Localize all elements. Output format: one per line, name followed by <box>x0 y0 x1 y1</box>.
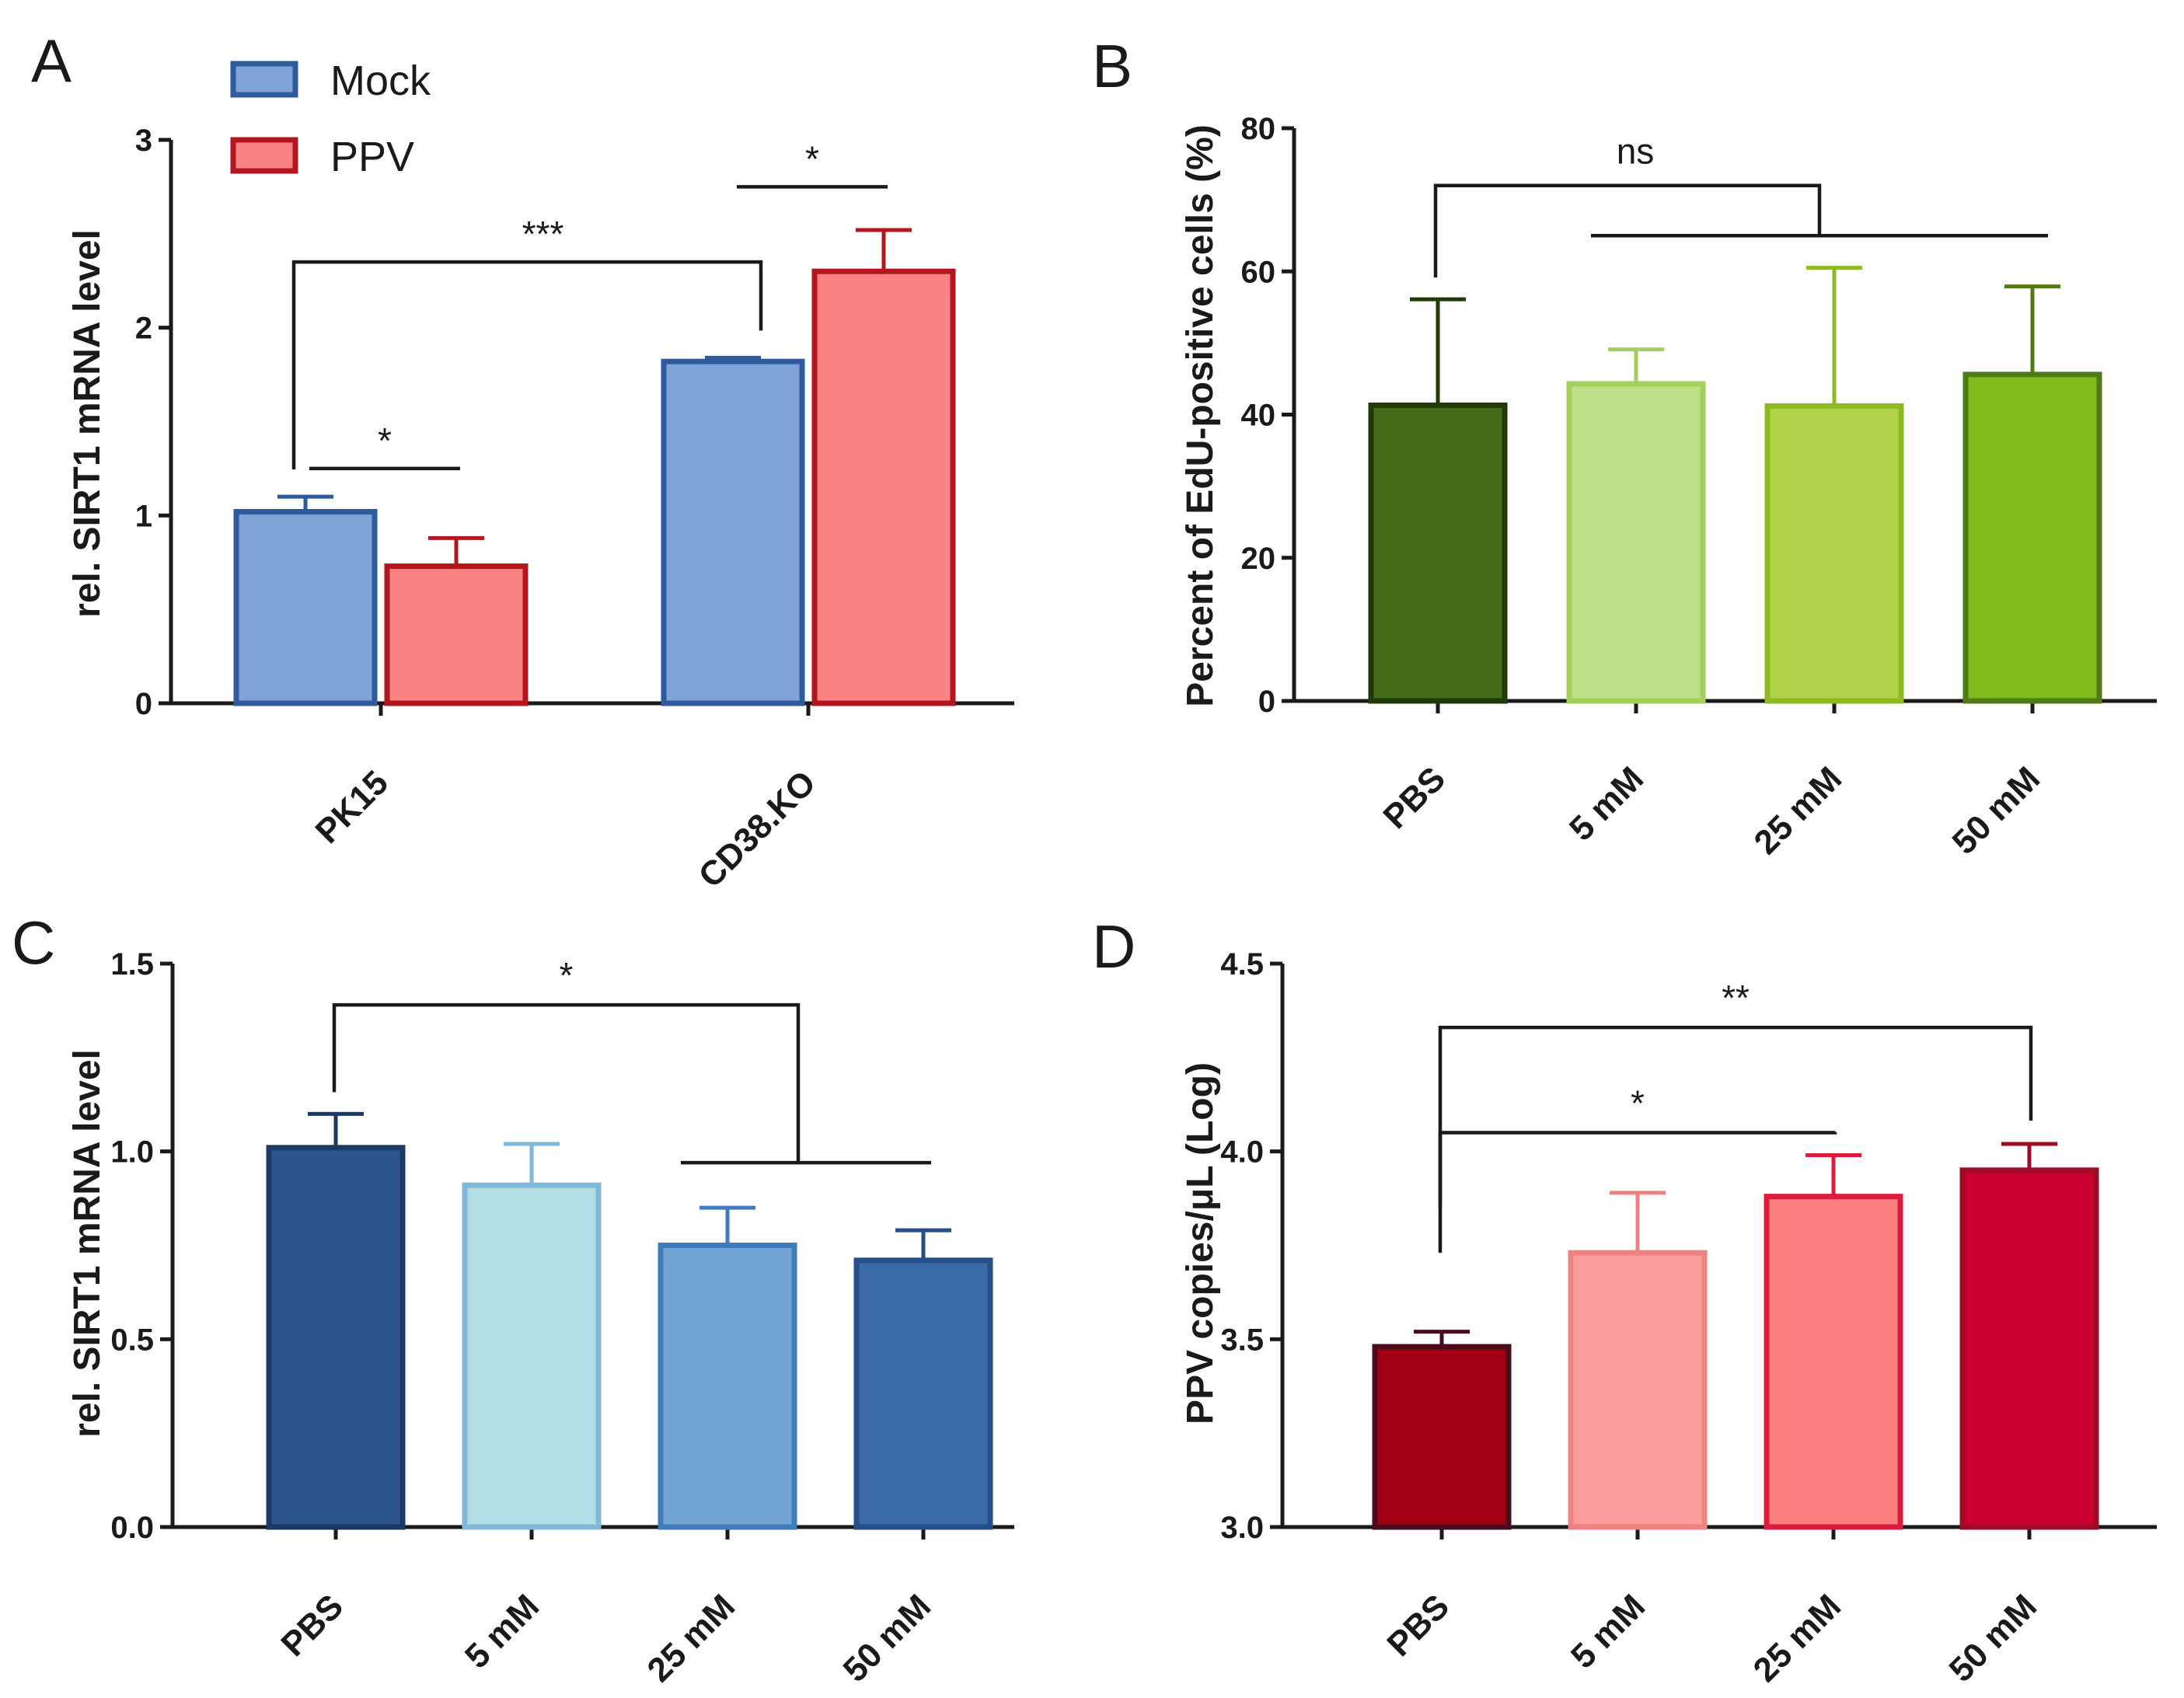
bar-d <box>1764 1194 1903 1530</box>
panel-d-letter: D <box>1092 912 1136 981</box>
y-tick-label: 3.5 <box>1220 1323 1264 1357</box>
y-tick-label: 1.0 <box>110 1135 154 1170</box>
bar-b <box>1566 381 1706 704</box>
bar-d <box>1372 1344 1512 1530</box>
bar-mock <box>233 509 378 706</box>
x-category-label: PBS <box>1376 759 1453 836</box>
bar-ppv <box>811 268 956 706</box>
y-tick-label: 0.5 <box>110 1323 154 1357</box>
bar-b <box>1368 403 1508 704</box>
bar-d <box>1568 1250 1708 1530</box>
significance-label: * <box>560 955 574 995</box>
x-category-label: CD38.KO <box>692 763 824 895</box>
significance-bracket <box>291 260 763 470</box>
legend-swatch-mock <box>230 61 298 98</box>
y-axis-label: rel. SIRT1 mRNA level <box>67 1049 108 1438</box>
y-tick-label: 3.0 <box>1220 1511 1264 1545</box>
y-tick-label: 2 <box>135 312 152 346</box>
significance-bracket <box>332 1002 801 1163</box>
panel-c-chart: C 0.0 0.5 1.0 1.5 rel. SIRT1 mRNA level PBS 5 … <box>12 908 1014 1689</box>
bar-b <box>1962 371 2102 704</box>
x-category-label: 50 mM <box>1945 759 2047 861</box>
x-category-label: PBS <box>274 1587 351 1664</box>
bar-d <box>1959 1167 2099 1530</box>
legend-label-mock: Mock <box>330 58 431 104</box>
x-category-label: 25 mM <box>640 1587 742 1689</box>
panel-a-letter: A <box>31 26 72 95</box>
y-tick-label: 60 <box>1241 255 1276 289</box>
y-tick-label: 0 <box>1258 685 1275 719</box>
significance-label: ** <box>1722 978 1750 1018</box>
bar-c <box>266 1145 406 1530</box>
y-tick-label: 20 <box>1241 542 1276 576</box>
legend-label-ppv: PPV <box>330 134 414 180</box>
y-tick-label: 4.5 <box>1220 947 1264 981</box>
x-category-label: 50 mM <box>1942 1587 2044 1689</box>
significance-label: *** <box>522 214 564 254</box>
y-axis-label: PPV copies/μL (Log) <box>1180 1062 1221 1424</box>
panel-a-chart: A 0 1 2 3 rel. SIRT1 mRNA level Mock PPV PK15 CD… <box>31 26 1014 895</box>
y-axis-label: Percent of EdU-positive cells (%) <box>1180 124 1221 707</box>
x-category-label: 50 mM <box>836 1587 938 1689</box>
legend-swatch-ppv <box>230 137 298 174</box>
significance-label: * <box>378 420 392 461</box>
significance-label: * <box>1631 1083 1645 1124</box>
x-category-label: 5 mM <box>458 1587 546 1675</box>
significance-label: * <box>805 138 819 179</box>
panel-d-chart: D 3.0 3.5 4.0 4.5 PPV copies/μL (Log) PBS 5 mM… <box>1092 912 2157 1689</box>
x-category-label: PBS <box>1380 1587 1457 1664</box>
significance-label: ns <box>1617 131 1655 172</box>
bar-mock <box>661 358 805 706</box>
y-tick-label: 0.0 <box>110 1511 154 1545</box>
panel-c-letter: C <box>12 908 55 977</box>
panel-b-letter: B <box>1092 32 1132 100</box>
y-axis-label: rel. SIRT1 mRNA level <box>67 229 108 618</box>
panel-b-chart: B 0 20 40 60 80 Percent of EdU-positive cells… <box>1092 32 2157 862</box>
significance-bracket <box>1438 1025 2033 1208</box>
x-category-label: 5 mM <box>1564 1587 1652 1675</box>
bar-ppv <box>384 563 529 706</box>
y-tick-label: 40 <box>1241 399 1276 433</box>
bar-c <box>853 1257 993 1530</box>
x-category-label: 5 mM <box>1562 759 1651 848</box>
bar-c <box>658 1243 797 1530</box>
bar-b <box>1764 403 1904 704</box>
y-tick-label: 4.0 <box>1220 1135 1264 1170</box>
x-category-label: PK15 <box>309 763 396 850</box>
y-tick-label: 1.5 <box>110 947 154 981</box>
significance-bracket <box>1433 183 1822 278</box>
y-tick-label: 0 <box>135 687 152 721</box>
bar-c <box>462 1182 602 1530</box>
y-tick-label: 1 <box>135 499 152 533</box>
y-tick-label: 80 <box>1241 112 1276 146</box>
y-tick-label: 3 <box>135 124 152 158</box>
x-category-label: 25 mM <box>1746 1587 1848 1689</box>
x-category-label: 25 mM <box>1747 759 1849 861</box>
